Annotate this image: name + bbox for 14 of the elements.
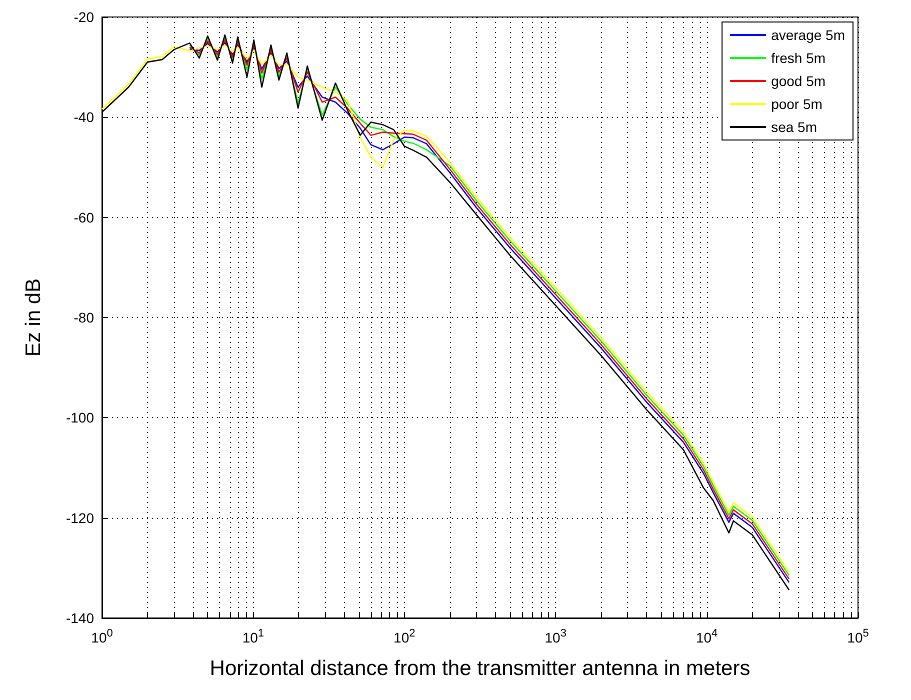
y-tick-label: -20 <box>74 9 94 25</box>
legend-label: good 5m <box>771 73 826 89</box>
y-tick-label: -60 <box>74 209 94 226</box>
y-axis-title: Ez in dB <box>22 278 45 357</box>
y-tick-label: -100 <box>66 410 94 426</box>
x-axis-title: Horizontal distance from the transmitter antenna in meters <box>210 657 750 680</box>
legend-label: average 5m <box>771 27 846 43</box>
y-tick-label: -120 <box>66 510 94 526</box>
y-tick-label: -40 <box>74 109 94 126</box>
legend-label: sea 5m <box>771 119 817 135</box>
legend-label: poor 5m <box>771 96 822 112</box>
legend-label: fresh 5m <box>771 50 826 66</box>
y-tick-label: -80 <box>74 310 94 326</box>
y-tick-label: -140 <box>66 610 94 626</box>
